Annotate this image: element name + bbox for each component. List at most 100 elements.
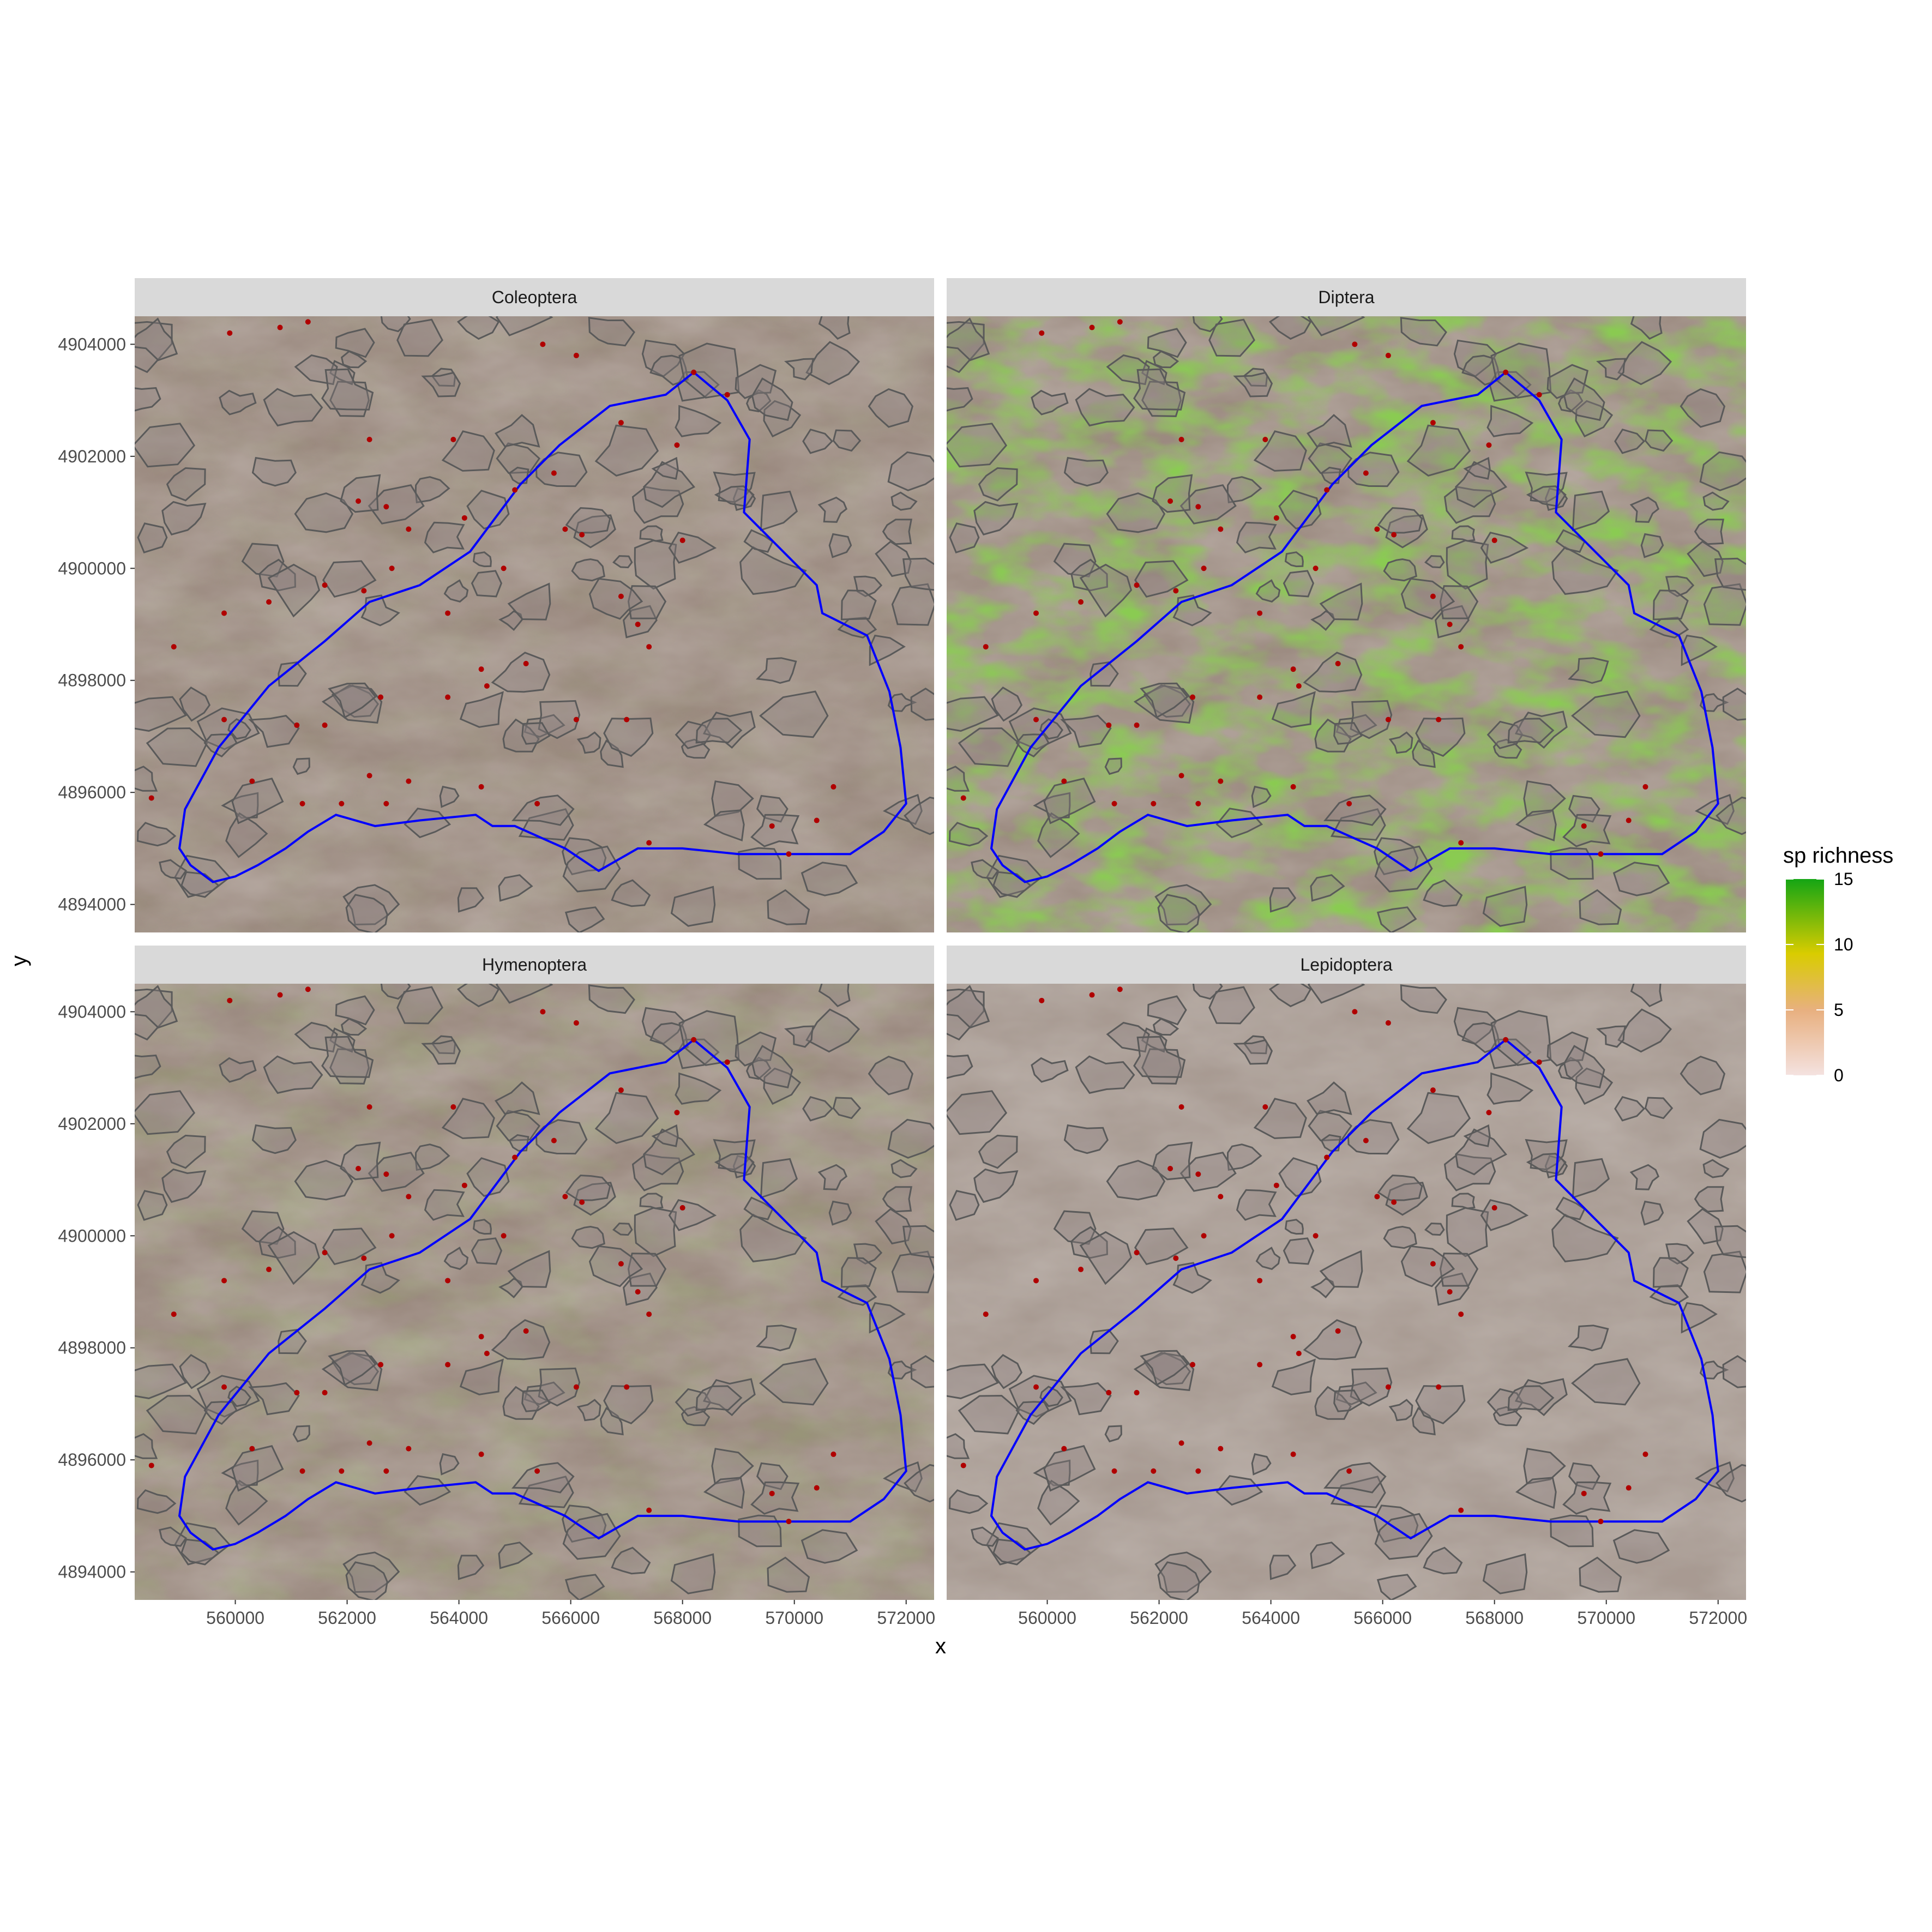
x-tick-label: 566000 xyxy=(1353,1608,1412,1628)
habitat-patch xyxy=(1330,1476,1386,1508)
habitat-patch xyxy=(1571,690,1641,738)
habitat-patch xyxy=(784,358,814,381)
habitat-patch xyxy=(1063,1124,1109,1154)
habitat-patch xyxy=(1424,1222,1445,1236)
habitat-patch xyxy=(643,1128,696,1176)
facet-strip-label: Coleoptera xyxy=(492,287,577,307)
habitat-patch xyxy=(1063,456,1109,487)
habitat-patch xyxy=(424,1189,465,1221)
sample-point xyxy=(1201,565,1207,571)
habitat-patch xyxy=(251,1124,297,1154)
habitat-patch xyxy=(1714,1225,1746,1259)
habitat-patch xyxy=(1104,1425,1122,1443)
habitat-patch xyxy=(802,428,833,454)
y-tick-label: 4902000 xyxy=(58,1114,126,1134)
habitat-patch xyxy=(1400,577,1455,620)
x-tick-label: 564000 xyxy=(1242,1608,1300,1628)
habitat-patch xyxy=(1699,693,1729,712)
habitat-patch xyxy=(1424,555,1445,569)
habitat-patch xyxy=(711,780,754,817)
habitat-patch xyxy=(887,451,934,491)
habitat-patch xyxy=(1233,371,1273,398)
sample-point xyxy=(356,498,362,504)
sample-point xyxy=(1033,1278,1039,1284)
habitat-patch xyxy=(538,1367,581,1407)
habitat-patch xyxy=(360,594,400,627)
habitat-patch xyxy=(695,1385,743,1411)
habitat-patch xyxy=(1463,1124,1491,1147)
sample-point xyxy=(983,1311,989,1317)
y-tick-label: 4894000 xyxy=(58,895,126,914)
sample-point xyxy=(674,442,680,448)
habitat-patch xyxy=(767,1556,810,1593)
sample-point xyxy=(1458,644,1464,650)
sample-point xyxy=(1039,330,1045,336)
habitat-patch xyxy=(1143,1352,1191,1386)
habitat-patch xyxy=(1306,414,1352,448)
habitat-patch xyxy=(1412,1407,1436,1436)
habitat-patch xyxy=(321,1036,374,1078)
habitat-patch xyxy=(424,521,465,553)
sample-point xyxy=(724,1059,730,1065)
habitat-patch xyxy=(340,350,368,369)
x-tick-label: 572000 xyxy=(1689,1608,1747,1628)
habitat-patch xyxy=(1308,1110,1353,1142)
habitat-patch xyxy=(414,1143,450,1171)
x-tick-label: 568000 xyxy=(653,1608,712,1628)
sample-point xyxy=(461,1182,467,1188)
habitat-patch xyxy=(1596,1025,1626,1048)
habitat-patch xyxy=(1152,350,1179,369)
sample-point xyxy=(445,694,451,700)
habitat-patch xyxy=(1308,316,1365,336)
sample-point xyxy=(1296,1351,1302,1356)
y-tick-label: 4904000 xyxy=(58,334,126,354)
habitat-patch xyxy=(562,837,607,876)
habitat-patch xyxy=(612,555,633,569)
habitat-patch xyxy=(1347,452,1400,487)
habitat-patch xyxy=(755,1325,797,1352)
sample-point xyxy=(305,986,311,992)
habitat-patch xyxy=(443,1247,469,1270)
habitat-patch xyxy=(1446,539,1489,590)
facet-strip-label: Diptera xyxy=(1318,287,1374,307)
y-tick-label: 4900000 xyxy=(58,1226,126,1245)
habitat-patch xyxy=(702,711,756,749)
habitat-patch xyxy=(743,1196,774,1220)
sample-point xyxy=(221,717,227,723)
habitat-patch xyxy=(1152,1141,1193,1181)
habitat-patch xyxy=(521,1389,551,1412)
habitat-patch xyxy=(1319,1250,1363,1288)
habitat-patch xyxy=(818,316,851,340)
sample-point xyxy=(1346,801,1352,806)
sample-point xyxy=(1167,1166,1173,1171)
habitat-patch xyxy=(1699,1118,1746,1159)
habitat-patch xyxy=(947,423,1008,468)
habitat-patch xyxy=(1640,1200,1664,1226)
sample-point xyxy=(322,582,328,588)
habitat-patch xyxy=(135,423,196,468)
sample-point xyxy=(786,1519,792,1525)
habitat-patch xyxy=(340,474,381,513)
habitat-patch xyxy=(1284,1219,1304,1235)
x-tick-label: 570000 xyxy=(765,1608,823,1628)
sample-point xyxy=(1374,526,1380,532)
habitat-patch xyxy=(611,879,651,907)
habitat-patch xyxy=(471,570,503,598)
habitat-patch xyxy=(1303,1319,1363,1361)
habitat-patch xyxy=(1551,546,1619,595)
sample-point xyxy=(1061,778,1067,784)
habitat-patch xyxy=(1551,1213,1619,1262)
habitat-patch xyxy=(643,461,696,508)
sample-point xyxy=(1218,526,1224,532)
habitat-patch xyxy=(1141,381,1182,417)
sample-point xyxy=(1486,442,1492,448)
habitat-patch xyxy=(1579,889,1622,925)
habitat-patch xyxy=(1152,474,1193,513)
sample-point xyxy=(573,717,579,723)
sample-point xyxy=(366,773,372,779)
sample-point xyxy=(366,1440,372,1446)
sample-point xyxy=(478,1334,484,1340)
sample-point xyxy=(1346,1468,1352,1474)
habitat-patch xyxy=(739,546,807,595)
habitat-patch xyxy=(1310,1278,1335,1299)
